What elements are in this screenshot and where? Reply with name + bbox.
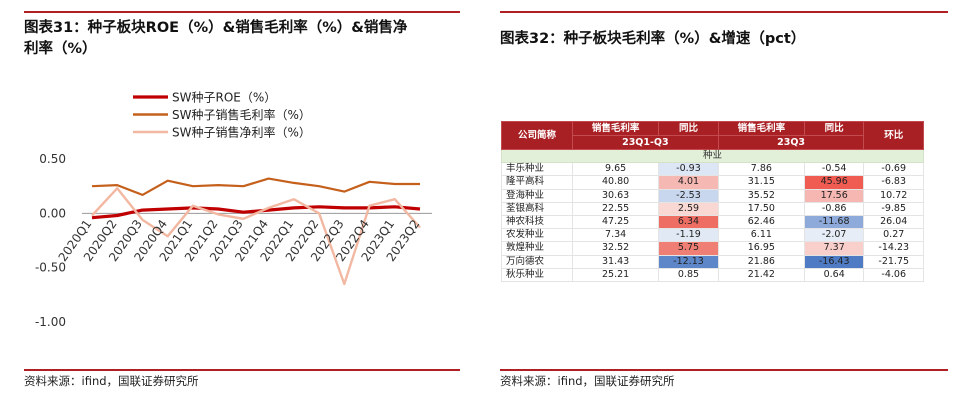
table-row: 登海种业 30.63 -2.53 35.52 17.56 10.72 xyxy=(501,188,924,203)
qoq-cell: -14.23 xyxy=(863,241,924,256)
header-period-ytd: 23Q1-Q3 xyxy=(572,135,719,150)
company-cell: 丰乐种业 xyxy=(501,162,573,177)
header-company: 公司简称 xyxy=(501,121,573,150)
legend-label: SW种子销售毛利率（%） xyxy=(172,107,311,122)
qoq-cell: 10.72 xyxy=(863,188,924,203)
y-tick-label: 0.50 xyxy=(39,152,66,166)
chart-title: 图表31：种子板块ROE（%）&销售毛利率（%）&销售净 利率（%） xyxy=(24,18,456,60)
left-panel: 图表31：种子板块ROE（%）&销售毛利率（%）&销售净 利率（%） 0.50 0… xyxy=(0,0,462,400)
margin-ytd-cell: 40.80 xyxy=(571,175,660,190)
margin-ytd-cell: 7.34 xyxy=(571,228,660,243)
qoq-cell: 26.04 xyxy=(863,214,924,230)
bottom-rule xyxy=(500,369,948,371)
company-cell: 隆平高科 xyxy=(501,175,573,190)
yoy-q3-cell: -11.68 xyxy=(803,214,865,230)
header-margin-ytd: 销售毛利率 xyxy=(571,121,660,136)
qoq-cell: -21.75 xyxy=(863,254,924,269)
yoy-q3-cell: 0.64 xyxy=(803,267,865,282)
margin-q3-cell: 35.52 xyxy=(717,188,805,203)
margin-ytd-cell: 31.43 xyxy=(571,254,660,269)
margin-q3-cell: 17.50 xyxy=(717,201,805,216)
header-yoy-q3: 同比 xyxy=(803,121,865,136)
company-cell: 荃银高科 xyxy=(501,201,573,216)
yoy-ytd-cell: 6.34 xyxy=(658,214,719,230)
yoy-ytd-cell: 5.75 xyxy=(658,241,719,256)
header-period-q3: 23Q3 xyxy=(717,135,865,150)
table-row: 万向德农 31.43 -12.13 21.86 -16.43 -21.75 xyxy=(501,254,924,269)
table-row: 荃银高科 22.55 2.59 17.50 -0.86 -9.85 xyxy=(501,201,924,216)
margin-q3-cell: 21.42 xyxy=(717,267,805,282)
margin-q3-cell: 7.86 xyxy=(717,162,805,177)
yoy-ytd-cell: -1.19 xyxy=(658,228,719,243)
yoy-q3-cell: -2.07 xyxy=(803,228,865,243)
table-row: 敦煌种业 32.52 5.75 16.95 7.37 -14.23 xyxy=(501,241,924,256)
yoy-ytd-cell: -12.13 xyxy=(658,254,719,269)
series-line-1 xyxy=(91,205,421,220)
margin-ytd-cell: 30.63 xyxy=(571,188,660,203)
margin-q3-cell: 16.95 xyxy=(717,241,805,256)
header-qoq: 环比 xyxy=(863,121,924,150)
yoy-q3-cell: 17.56 xyxy=(803,188,865,203)
bottom-rule xyxy=(24,369,460,371)
header-yoy-ytd: 同比 xyxy=(658,121,719,136)
margin-q3-cell: 31.15 xyxy=(717,175,805,190)
margin-ytd-cell: 32.52 xyxy=(571,241,660,256)
table-title: 图表32：种子板块毛利率（%）&增速（pct） xyxy=(500,31,806,47)
yoy-q3-cell: 7.37 xyxy=(803,241,865,256)
company-cell: 秋乐种业 xyxy=(501,267,573,282)
yoy-q3-cell: -0.54 xyxy=(803,162,865,177)
table-row: 神农科技 47.25 6.34 62.46 -11.68 26.04 xyxy=(501,214,924,230)
y-tick-label: -1.00 xyxy=(35,315,66,329)
yoy-q3-cell: 45.96 xyxy=(803,175,865,190)
table-row: 隆平高科 40.80 4.01 31.15 45.96 -6.83 xyxy=(501,175,924,190)
company-cell: 万向德农 xyxy=(501,254,573,269)
source-note: 资料来源：ifind，国联证券研究所 xyxy=(500,374,675,388)
margin-q3-cell: 62.46 xyxy=(717,214,805,230)
section-label: 种业 xyxy=(501,148,924,164)
y-tick-label: -0.50 xyxy=(35,261,66,275)
right-panel: 图表32：种子板块毛利率（%）&增速（pct） 公司简称 销售毛利率 同比 销售… xyxy=(490,0,961,400)
company-cell: 农发种业 xyxy=(501,228,573,243)
margin-ytd-cell: 22.55 xyxy=(571,201,660,216)
series-line-2 xyxy=(91,177,420,196)
yoy-ytd-cell: 0.85 xyxy=(658,267,719,282)
qoq-cell: -0.69 xyxy=(863,162,924,177)
series-line-3 xyxy=(91,187,421,286)
margin-ytd-cell: 9.65 xyxy=(571,162,660,177)
chart-title-line1: 图表31：种子板块ROE（%）&销售毛利率（%）&销售净 xyxy=(24,20,408,36)
margin-q3-cell: 6.11 xyxy=(717,228,805,243)
gross-margin-table: 公司简称 销售毛利率 同比 销售毛利率 同比 环比 23Q1-Q3 23Q3 种… xyxy=(501,121,924,282)
top-rule xyxy=(500,11,948,13)
company-cell: 神农科技 xyxy=(501,214,573,230)
legend-label: SW种子销售净利率（%） xyxy=(172,125,311,140)
table-row: 秋乐种业 25.21 0.85 21.42 0.64 -4.06 xyxy=(501,267,924,282)
yoy-ytd-cell: 4.01 xyxy=(658,175,719,190)
company-cell: 登海种业 xyxy=(501,188,573,203)
top-rule xyxy=(24,11,460,13)
line-chart: 0.500.00-0.50-1.002020Q12020Q22020Q32020… xyxy=(35,91,432,329)
yoy-ytd-cell: -2.53 xyxy=(658,188,719,203)
yoy-q3-cell: -0.86 xyxy=(803,201,865,216)
qoq-cell: -6.83 xyxy=(863,175,924,190)
margin-q3-cell: 21.86 xyxy=(717,254,805,269)
table-row: 农发种业 7.34 -1.19 6.11 -2.07 0.27 xyxy=(501,228,924,243)
qoq-cell: -4.06 xyxy=(863,267,924,282)
yoy-ytd-cell: 2.59 xyxy=(658,201,719,216)
y-tick-label: 0.00 xyxy=(39,206,66,220)
chart-title-line2: 利率（%） xyxy=(24,41,97,57)
table-row: 丰乐种业 9.65 -0.93 7.86 -0.54 -0.69 xyxy=(501,162,924,177)
source-note: 资料来源：ifind，国联证券研究所 xyxy=(24,374,199,388)
yoy-ytd-cell: -0.93 xyxy=(658,162,719,177)
margin-ytd-cell: 47.25 xyxy=(571,214,660,230)
legend-label: SW种子ROE（%） xyxy=(172,91,276,105)
yoy-q3-cell: -16.43 xyxy=(803,254,865,269)
qoq-cell: 0.27 xyxy=(863,228,924,243)
qoq-cell: -9.85 xyxy=(863,201,924,216)
company-cell: 敦煌种业 xyxy=(501,241,573,256)
header-margin-q3: 销售毛利率 xyxy=(717,121,805,136)
margin-ytd-cell: 25.21 xyxy=(571,267,660,282)
